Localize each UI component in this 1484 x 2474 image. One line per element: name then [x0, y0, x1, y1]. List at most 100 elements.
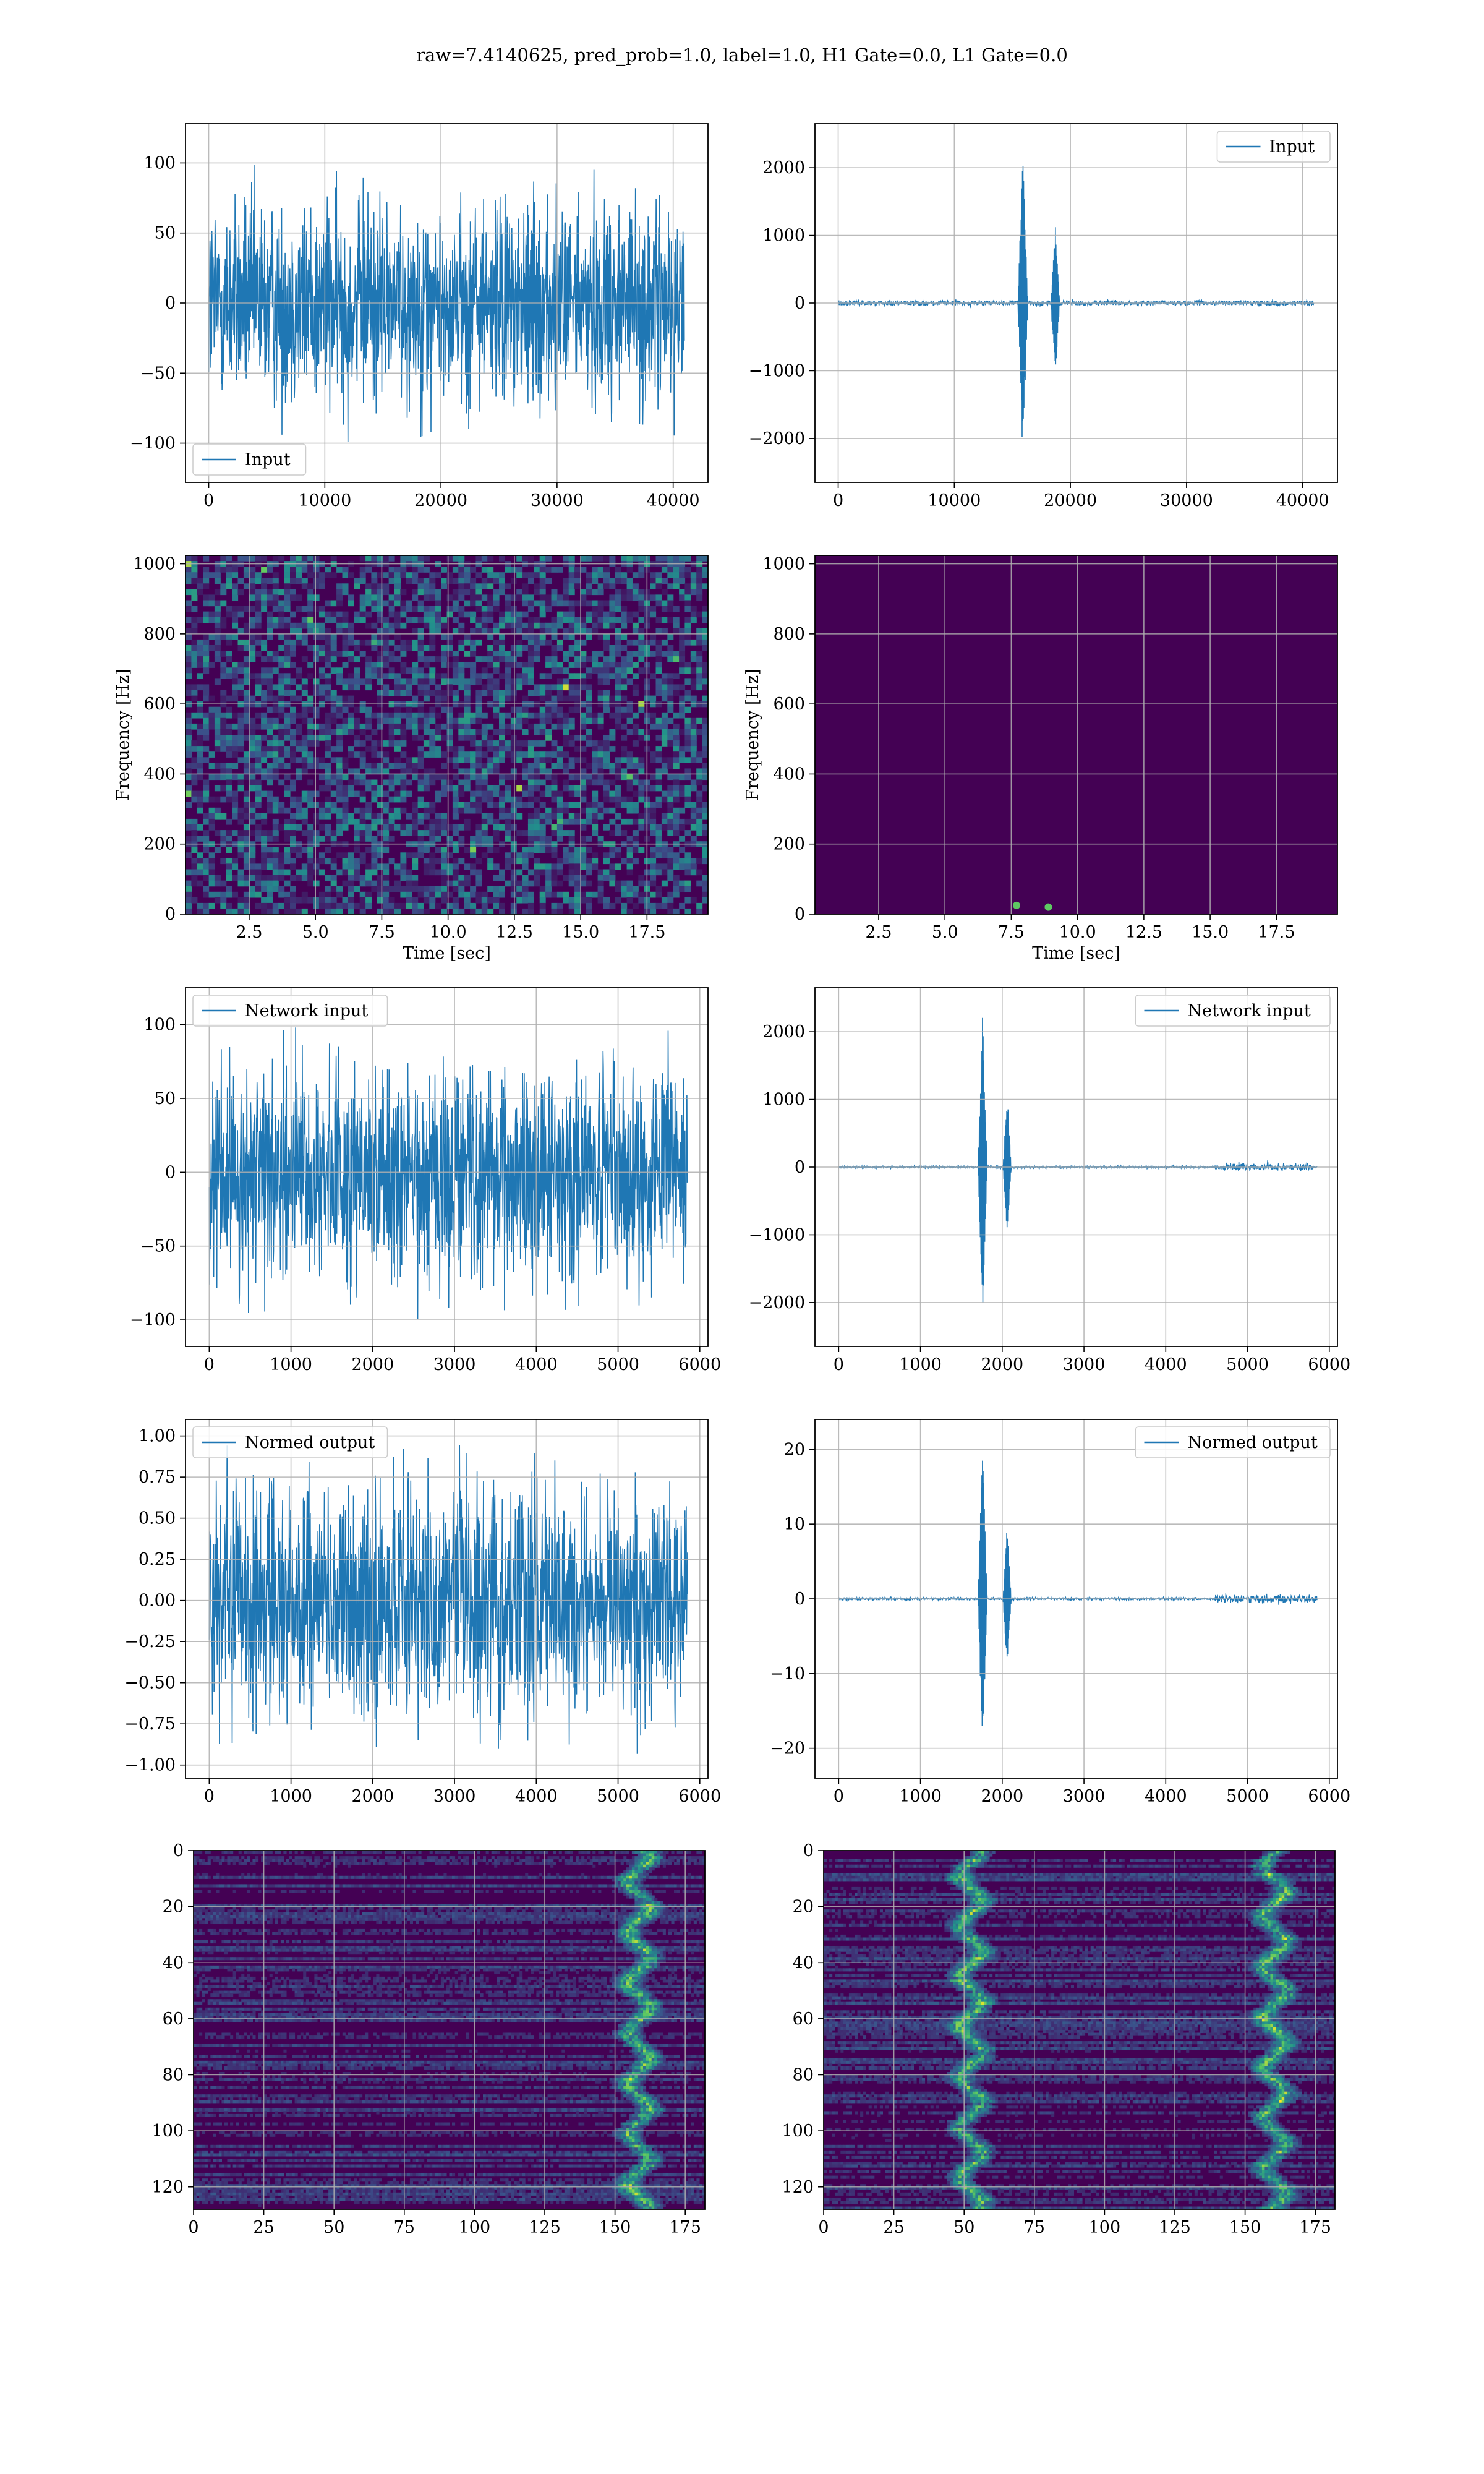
y-tick-label: 10 [784, 1515, 805, 1534]
x-tick-label: 2.5 [865, 923, 892, 942]
network-input-h1-plot-area [186, 988, 708, 1346]
x-tick-label: 75 [1024, 2218, 1045, 2237]
spec-l1-chart: 2.5 5.0 7.5 10.0 12.5 15.0 17.5 0 200 400 600 800 10… [743, 555, 1338, 963]
y-tick-label: 0 [795, 1590, 805, 1609]
x-tick-label: 10.0 [430, 923, 467, 942]
x-tick-label: 0 [834, 1355, 844, 1374]
x-tick-label: 1000 [899, 1355, 942, 1374]
y-tick-label: −10 [770, 1664, 805, 1684]
legend-entry: Normed output [1188, 1433, 1318, 1452]
network-input-h1-series-line [208, 1027, 688, 1319]
x-tick-label: 6000 [678, 1787, 721, 1806]
x-tick-label: 0 [834, 1787, 844, 1806]
normed-output-l1-series-line [838, 1460, 1318, 1726]
x-tick-label: 3000 [1063, 1355, 1106, 1374]
x-tick-label: 10000 [298, 491, 351, 510]
x-tick-label: 2000 [351, 1355, 394, 1374]
spec-l1-axes-frame [814, 555, 1338, 915]
network-input-l1-plot-area [815, 988, 1337, 1346]
y-tick-label: 1000 [762, 555, 805, 574]
network-input-l1-series-line [838, 1017, 1318, 1303]
x-tick-label: 50 [323, 2218, 344, 2237]
x-tick-label: 15.0 [1192, 923, 1229, 942]
figure-title: raw=7.4140625, pred_prob=1.0, label=1.0,… [0, 45, 1484, 66]
input-h1-chart: 0 10000 20000 30000 40000 −100 −50 0 50 100 Input [130, 123, 709, 510]
x-tick-label: 17.5 [628, 923, 665, 942]
y-tick-label: 600 [143, 695, 176, 714]
y-tick-label: 0.00 [139, 1591, 176, 1611]
x-tick-label: 15.0 [562, 923, 599, 942]
y-tick-label: 200 [143, 835, 176, 854]
x-tick-label: 5000 [1226, 1355, 1269, 1374]
x-tick-label: 2.5 [236, 923, 262, 942]
y-tick-label: −100 [130, 1311, 176, 1330]
x-tick-label: 2000 [981, 1787, 1023, 1806]
feature-map-l1-plot-area [824, 1851, 1335, 2209]
x-tick-label: 150 [1229, 2218, 1261, 2237]
y-tick-label: 20 [784, 1440, 805, 1459]
normed-output-h1-chart: 0 1000 2000 3000 4000 5000 6000 −1.00 −0.75 −0.50… [124, 1419, 721, 1806]
x-tick-label: 4000 [1145, 1355, 1187, 1374]
feature-map-h1-axes-frame [193, 1850, 706, 2210]
input-h1-series-line [208, 165, 685, 443]
y-tick-label: 600 [773, 695, 805, 714]
x-tick-label: 12.5 [1125, 923, 1162, 942]
y-tick-label: 100 [151, 2121, 184, 2141]
x-tick-label: 125 [529, 2218, 561, 2237]
y-axis-label: Frequency [Hz] [114, 669, 133, 800]
x-axis-label: Time [sec] [1032, 944, 1120, 963]
y-tick-label: 0.25 [139, 1550, 176, 1569]
y-tick-label: 0 [165, 294, 176, 313]
y-tick-label: 100 [782, 2121, 814, 2141]
y-tick-label: 0 [795, 294, 805, 313]
y-tick-label: −0.75 [124, 1714, 176, 1734]
x-tick-label: 5.0 [302, 923, 329, 942]
x-tick-label: 0 [203, 491, 214, 510]
x-tick-label: 0 [833, 491, 843, 510]
y-tick-label: 20 [163, 1898, 184, 1917]
x-tick-label: 30000 [1160, 491, 1213, 510]
y-tick-label: 80 [163, 2066, 184, 2085]
y-tick-label: −1000 [749, 1225, 805, 1244]
x-tick-label: 3000 [433, 1787, 476, 1806]
network-input-h1-axes-frame [185, 987, 709, 1347]
normed-output-l1-chart: 0 1000 2000 3000 4000 5000 6000 −20 −10 0 10 20 Norm… [770, 1419, 1350, 1806]
spec-l1-plot-area [815, 555, 1337, 914]
x-tick-label: 6000 [1308, 1355, 1350, 1374]
y-tick-label: 0 [165, 1163, 176, 1182]
y-tick-label: 2000 [762, 158, 805, 178]
legend-entry: Input [1269, 137, 1315, 156]
y-tick-label: −2000 [749, 1293, 805, 1312]
x-tick-label: 4000 [515, 1355, 558, 1374]
y-tick-label: 1000 [762, 226, 805, 246]
x-tick-label: 20000 [1044, 491, 1097, 510]
y-tick-label: 20 [793, 1898, 814, 1917]
y-tick-label: 120 [782, 2178, 814, 2197]
x-tick-label: 10.0 [1059, 923, 1096, 942]
x-tick-label: 175 [669, 2218, 701, 2237]
x-tick-label: 100 [459, 2218, 491, 2237]
x-tick-label: 12.5 [496, 923, 533, 942]
x-tick-label: 100 [1089, 2218, 1121, 2237]
y-tick-label: 60 [163, 2010, 184, 2029]
y-tick-label: −50 [140, 364, 176, 383]
y-tick-label: 0 [795, 1158, 805, 1177]
legend-entry: Input [245, 450, 291, 469]
y-tick-label: 1000 [762, 1090, 805, 1110]
feature-map-h1-plot-area [194, 1851, 705, 2209]
legend-entry: Network input [245, 1001, 368, 1021]
normed-output-h1-axes-frame [185, 1419, 709, 1779]
x-tick-label: 10000 [927, 491, 981, 510]
y-tick-label: 80 [793, 2066, 814, 2085]
x-tick-label: 0 [818, 2218, 829, 2237]
x-tick-label: 7.5 [369, 923, 395, 942]
network-input-h1-chart: 0 1000 2000 3000 4000 5000 6000 −100 −50 0 50 100 Ne… [130, 987, 721, 1374]
x-tick-label: 150 [599, 2218, 631, 2237]
normed-output-l1-plot-area [815, 1419, 1337, 1778]
y-tick-label: 1.00 [139, 1427, 176, 1446]
normed-output-h1-legend: Normed output [192, 1426, 388, 1458]
legend-entry: Network input [1188, 1001, 1311, 1021]
x-tick-label: 50 [953, 2218, 974, 2237]
x-tick-label: 2000 [981, 1355, 1023, 1374]
y-axis-label: Frequency [Hz] [743, 669, 762, 800]
